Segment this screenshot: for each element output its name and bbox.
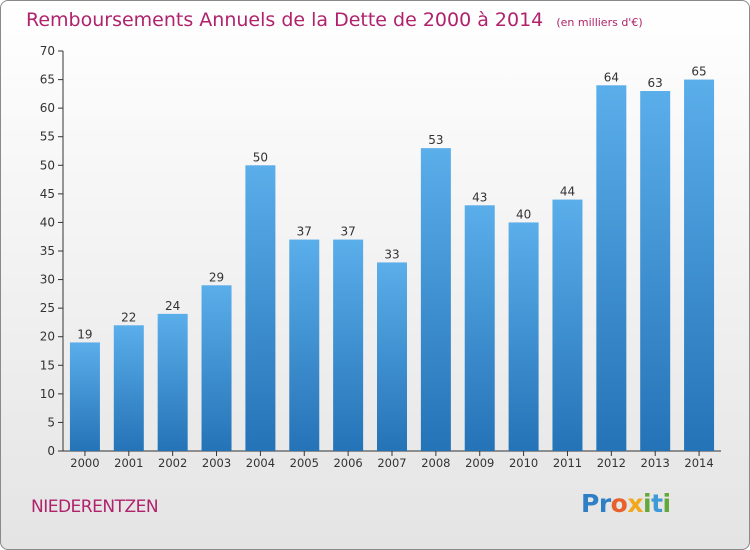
- proxiti-logo: Proxiti: [581, 489, 671, 518]
- bar-value-label: 40: [516, 207, 531, 221]
- bar: [69, 342, 100, 451]
- y-tick-label: 50: [40, 158, 55, 172]
- x-tick-label: 2000: [70, 456, 99, 470]
- bar-value-label: 29: [209, 270, 224, 284]
- bar: [289, 239, 320, 451]
- bar: [201, 285, 232, 451]
- x-tick-label: 2002: [158, 456, 187, 470]
- y-tick-label: 20: [40, 330, 55, 344]
- x-tick-label: 2007: [377, 456, 406, 470]
- bar-value-label: 44: [560, 185, 575, 199]
- y-tick-label: 45: [40, 187, 55, 201]
- chart-unit: (en milliers d'€): [556, 16, 643, 29]
- y-tick-label: 25: [40, 301, 55, 315]
- bar-value-label: 22: [121, 310, 136, 324]
- y-tick-label: 65: [40, 73, 55, 87]
- bar: [640, 91, 671, 451]
- bar-value-label: 37: [297, 225, 312, 239]
- bar-value-label: 65: [691, 65, 706, 79]
- bar: [464, 205, 495, 451]
- bar-value-label: 64: [604, 70, 619, 84]
- bar: [552, 199, 583, 451]
- x-tick-label: 2006: [333, 456, 362, 470]
- x-tick-label: 2012: [597, 456, 626, 470]
- y-tick-label: 15: [40, 358, 55, 372]
- bar-value-label: 19: [77, 327, 92, 341]
- y-tick-label: 40: [40, 215, 55, 229]
- x-tick-label: 2008: [421, 456, 450, 470]
- bar: [684, 79, 715, 452]
- x-tick-label: 2013: [641, 456, 670, 470]
- bar-value-label: 53: [428, 133, 443, 147]
- x-tick-label: 2005: [290, 456, 319, 470]
- bar-value-label: 33: [384, 247, 399, 261]
- bar: [420, 148, 451, 451]
- y-tick-label: 0: [47, 444, 55, 458]
- y-tick-label: 35: [40, 244, 55, 258]
- x-tick-label: 2014: [684, 456, 713, 470]
- bar-value-label: 50: [253, 150, 268, 164]
- bar: [377, 262, 407, 451]
- bar: [245, 165, 276, 452]
- y-tick-label: 5: [47, 415, 55, 429]
- bar-value-label: 37: [340, 225, 355, 239]
- bar: [113, 325, 144, 451]
- bar-value-label: 63: [648, 76, 663, 90]
- y-tick-label: 55: [40, 130, 55, 144]
- bar: [157, 313, 188, 451]
- x-tick-label: 2003: [202, 456, 231, 470]
- x-tick-label: 2010: [509, 456, 538, 470]
- title-line: Remboursements Annuels de la Dette de 20…: [26, 9, 643, 31]
- x-tick-label: 2009: [465, 456, 494, 470]
- y-tick-label: 70: [40, 44, 55, 58]
- bar: [596, 85, 627, 452]
- x-tick-label: 2004: [246, 456, 275, 470]
- commune-name: NIEDERENTZEN: [31, 497, 159, 517]
- y-tick-label: 10: [40, 387, 55, 401]
- bar-value-label: 24: [165, 299, 180, 313]
- chart-title: Remboursements Annuels de la Dette de 20…: [26, 9, 544, 31]
- y-tick-label: 30: [40, 273, 55, 287]
- x-tick-label: 2011: [553, 456, 582, 470]
- bar: [508, 222, 539, 451]
- x-tick-label: 2001: [114, 456, 143, 470]
- bar: [333, 239, 364, 451]
- y-tick-label: 60: [40, 101, 55, 115]
- bar-value-label: 43: [472, 190, 487, 204]
